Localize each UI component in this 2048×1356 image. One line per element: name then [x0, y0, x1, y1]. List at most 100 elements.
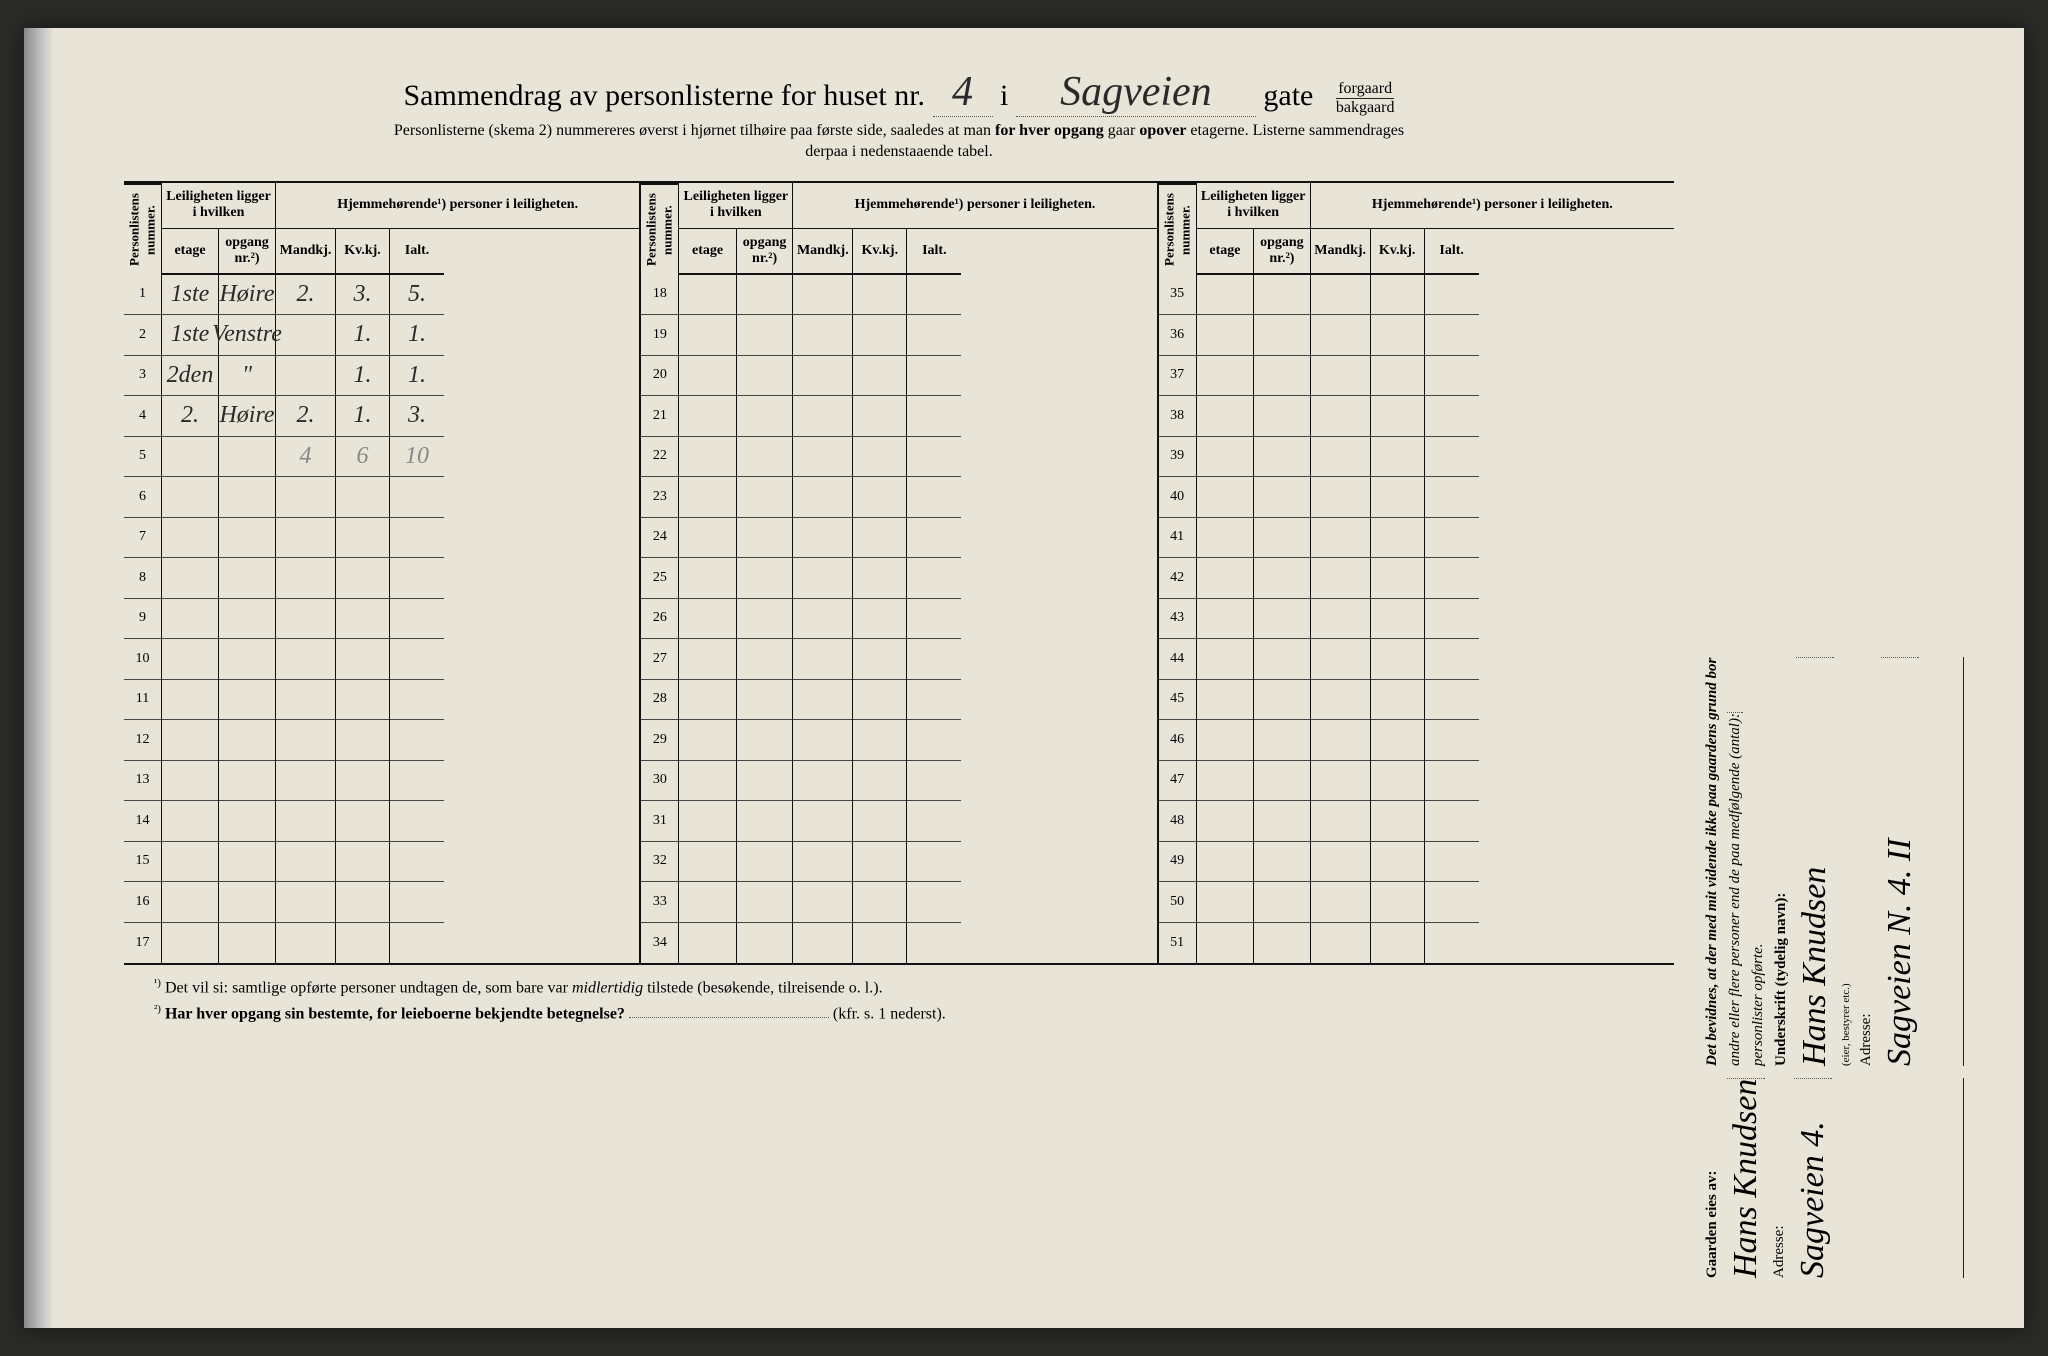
- cell-mandkj: [1311, 842, 1370, 883]
- row-nr: 39: [1159, 437, 1196, 478]
- cell-mandkj: [1311, 518, 1370, 559]
- col-opgang: opgang nr.²)HøireVenstre"Høire: [219, 229, 275, 964]
- cell-mandkj: [276, 599, 335, 640]
- cell-opgang: [219, 599, 275, 640]
- cell-kvkj: [1371, 720, 1424, 761]
- cell-kvkj: [1371, 315, 1424, 356]
- cell-opgang: [737, 720, 793, 761]
- cell-opgang: [1254, 882, 1310, 923]
- row-nr: 33: [641, 882, 678, 923]
- cell-kvkj: 3.: [336, 275, 389, 316]
- cell-opgang: [1254, 842, 1310, 883]
- cell-etage: [679, 518, 736, 559]
- cell-etage: [162, 842, 218, 883]
- signature-address: Sagveien N. 4. II: [1881, 657, 1919, 1065]
- cell-opgang: [1254, 558, 1310, 599]
- cell-opgang: [1254, 437, 1310, 478]
- cell-mandkj: [276, 842, 335, 883]
- cell-opgang: [219, 801, 275, 842]
- hdr-opgang: opgang nr.²): [1254, 229, 1310, 275]
- cell-etage: [679, 477, 736, 518]
- cell-etage: [162, 720, 218, 761]
- row-nr: 23: [641, 477, 678, 518]
- cell-opgang: [219, 842, 275, 883]
- cell-etage: [162, 761, 218, 802]
- hjem-subcols: Mandkj.2.2.4Kv.kj.3.1.1.1.6Ialt.5.1.1.3.…: [276, 229, 639, 964]
- cell-opgang: Venstre: [219, 315, 275, 356]
- cell-kvkj: [853, 518, 906, 559]
- cell-etage: [162, 801, 218, 842]
- cell-etage: [1197, 477, 1254, 518]
- cell-ialt: 10: [390, 437, 444, 478]
- cell-mandkj: [793, 437, 852, 478]
- bevidnes1: Det bevidnes, at der med mit vidende ikk…: [1704, 657, 1720, 1065]
- hdr-ialt: Ialt.: [907, 229, 961, 275]
- row-nr: 12: [124, 720, 161, 761]
- row-nr: 45: [1159, 680, 1196, 721]
- bevidnes3: personlister opførte.: [1750, 943, 1766, 1066]
- hdr-hjemme: Hjemmehørende¹) personer i leiligheten.: [276, 183, 639, 229]
- cell-etage: [1197, 801, 1254, 842]
- row-nr: 28: [641, 680, 678, 721]
- hdr-opgang: opgang nr.²): [219, 229, 275, 275]
- cell-opgang: [219, 558, 275, 599]
- cell-ialt: [907, 558, 961, 599]
- title-i: i: [1000, 79, 1008, 112]
- cell-opgang: [1254, 680, 1310, 721]
- cell-kvkj: [853, 923, 906, 964]
- cell-kvkj: 6: [336, 437, 389, 478]
- cell-ialt: [907, 599, 961, 640]
- cell-etage: [1197, 720, 1254, 761]
- row-nr: 26: [641, 599, 678, 640]
- row-nr: 42: [1159, 558, 1196, 599]
- row-nr: 47: [1159, 761, 1196, 802]
- cell-ialt: [1425, 639, 1479, 680]
- hdr-kvkj: Kv.kj.: [1371, 229, 1424, 275]
- cell-opgang: [1254, 396, 1310, 437]
- hdr-opgang: opgang nr.²): [737, 229, 793, 275]
- cell-opgang: [737, 437, 793, 478]
- cell-kvkj: [853, 558, 906, 599]
- cell-etage: [679, 558, 736, 599]
- cell-mandkj: [1311, 761, 1370, 802]
- cell-kvkj: [853, 275, 906, 316]
- cell-ialt: [390, 477, 444, 518]
- cell-kvkj: [1371, 477, 1424, 518]
- f2b-text: (kfr. s. 1 nederst).: [833, 1005, 946, 1022]
- cell-opgang: [219, 477, 275, 518]
- cell-mandkj: [276, 315, 335, 356]
- cell-etage: [1197, 599, 1254, 640]
- cell-kvkj: [336, 720, 389, 761]
- cell-etage: [679, 437, 736, 478]
- row-nr: 9: [124, 599, 161, 640]
- owner-name: Hans Knudsen: [1727, 1078, 1765, 1278]
- cell-mandkj: [793, 518, 852, 559]
- cell-mandkj: [1311, 923, 1370, 964]
- eier-note: (eier, bestyrer etc.): [1840, 657, 1852, 1065]
- col-etage: etage: [1197, 229, 1255, 964]
- cell-opgang: [737, 882, 793, 923]
- cell-opgang: [737, 639, 793, 680]
- cell-kvkj: [1371, 842, 1424, 883]
- cell-mandkj: [1311, 639, 1370, 680]
- cell-opgang: [219, 680, 275, 721]
- owner-address: Sagveien 4.: [1794, 1078, 1832, 1278]
- title-prefix: Sammendrag av personlisterne for huset n…: [404, 79, 926, 112]
- cell-ialt: [390, 842, 444, 883]
- cell-opgang: [737, 558, 793, 599]
- cell-mandkj: [793, 842, 852, 883]
- col-hjemme: Hjemmehørende¹) personer i leiligheten.M…: [276, 183, 639, 964]
- cell-opgang: [1254, 720, 1310, 761]
- cell-mandkj: [1311, 882, 1370, 923]
- cell-opgang: [737, 761, 793, 802]
- row-nr: 11: [124, 680, 161, 721]
- cell-kvkj: [853, 842, 906, 883]
- cell-etage: [679, 801, 736, 842]
- cell-ialt: [907, 842, 961, 883]
- cell-kvkj: [336, 477, 389, 518]
- cell-ialt: 1.: [390, 315, 444, 356]
- hdr-hjemme: Hjemmehørende¹) personer i leiligheten.: [1311, 183, 1674, 229]
- cell-mandkj: [276, 558, 335, 599]
- cell-kvkj: [1371, 761, 1424, 802]
- row-nr: 50: [1159, 882, 1196, 923]
